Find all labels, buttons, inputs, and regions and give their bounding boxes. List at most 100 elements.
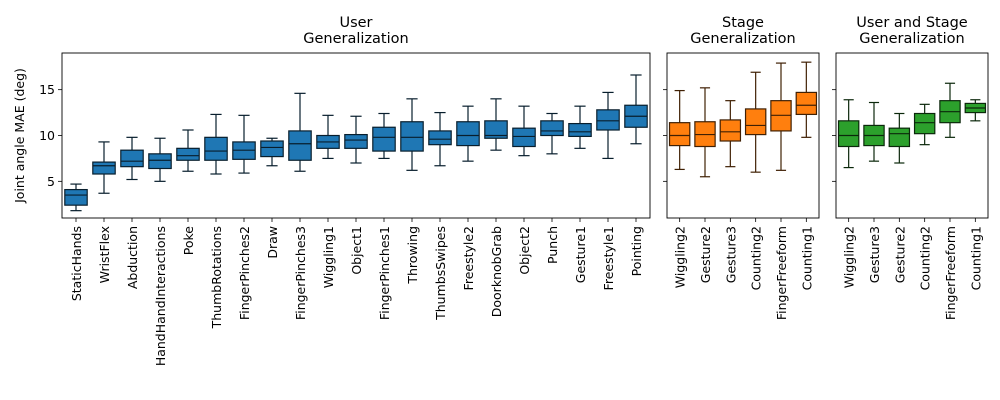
box-Gesture1 xyxy=(568,105,592,149)
iqr-box xyxy=(568,122,592,138)
x-tick-label: Gesture3 xyxy=(867,226,882,283)
x-tick-label: Gesture3 xyxy=(723,226,738,283)
panel-title-line: Stage xyxy=(722,15,764,31)
box-Counting1 xyxy=(795,61,818,138)
iqr-box xyxy=(484,120,508,139)
box-Object2 xyxy=(512,105,536,157)
box-Gesture3 xyxy=(863,101,885,162)
x-tick-label: Gesture2 xyxy=(698,226,713,283)
panel-title-line: Generalization xyxy=(690,31,795,47)
box-Gesture3 xyxy=(719,100,742,168)
x-tick-label: Wiggling1 xyxy=(321,226,336,288)
x-tick-label: Abduction xyxy=(125,226,140,289)
iqr-box xyxy=(596,109,620,131)
box-Punch xyxy=(540,112,564,155)
panel-title-line: User and Stage xyxy=(856,15,968,31)
iqr-box xyxy=(288,130,312,161)
x-tick-label: ThumbRotations xyxy=(209,226,224,329)
box-Wiggling2 xyxy=(837,99,860,169)
x-tick-label: Freestyle1 xyxy=(601,226,616,290)
x-tick-label: Counting1 xyxy=(799,226,814,290)
box-ThumbsSwipes xyxy=(428,111,452,167)
iqr-box xyxy=(719,119,742,142)
iqr-box xyxy=(260,140,284,158)
box-WristFlex xyxy=(92,141,116,194)
x-tick-label: Punch xyxy=(545,226,560,264)
box-FingerPinches2 xyxy=(232,114,256,174)
y-tick-label: 15 xyxy=(39,82,55,97)
iqr-box xyxy=(92,161,116,175)
x-tick-label: FingerPinches1 xyxy=(377,226,392,320)
iqr-box xyxy=(428,130,452,146)
iqr-box xyxy=(176,147,200,161)
x-tick-label: Counting2 xyxy=(918,226,933,290)
box-Wiggling2 xyxy=(668,89,691,171)
iqr-box xyxy=(344,133,368,149)
iqr-box xyxy=(400,121,424,152)
x-tick-label: Wiggling2 xyxy=(842,226,857,288)
x-tick-label: Draw xyxy=(265,226,280,259)
iqr-box xyxy=(372,126,396,152)
box-Freestyle1 xyxy=(596,91,620,160)
box-Poke xyxy=(176,129,200,172)
iqr-box xyxy=(744,108,767,136)
x-tick-label: Poke xyxy=(181,226,196,256)
box-Gesture2 xyxy=(694,87,716,178)
y-tick-label: 5 xyxy=(47,174,55,189)
iqr-box xyxy=(148,153,172,170)
x-tick-label: FingerPinches3 xyxy=(293,226,308,320)
x-tick-label: Object2 xyxy=(517,226,532,275)
box-Wiggling1 xyxy=(316,114,340,160)
y-tick-label: 10 xyxy=(39,128,55,143)
y-axis-label: Joint angle MAE (deg) xyxy=(12,68,27,204)
box-HandHandInteractions xyxy=(148,137,172,182)
x-tick-label: Freestyle2 xyxy=(461,226,476,290)
iqr-box xyxy=(837,120,860,148)
box-Counting2 xyxy=(744,71,767,173)
x-tick-label: Throwing xyxy=(405,226,420,285)
box-FingerPinches3 xyxy=(288,92,312,172)
box-Gesture2 xyxy=(888,112,911,164)
x-tick-label: Object1 xyxy=(349,226,364,275)
box-StaticHands xyxy=(64,183,88,212)
box-Pointing xyxy=(624,74,648,145)
box-DoorknobGrab xyxy=(484,98,508,151)
x-tick-label: HandHandInteractions xyxy=(153,226,168,366)
box-Counting2 xyxy=(913,103,936,146)
iqr-box xyxy=(512,127,536,148)
box-Abduction xyxy=(120,136,144,181)
iqr-box xyxy=(888,127,911,148)
box-FingerPinches1 xyxy=(372,112,396,160)
x-tick-label: DoorknobGrab xyxy=(489,226,504,317)
panel-title-line: User xyxy=(339,15,372,31)
x-tick-label: StaticHands xyxy=(69,226,84,301)
x-tick-label: Wiggling2 xyxy=(673,226,688,288)
x-tick-label: WristFlex xyxy=(97,226,112,283)
iqr-box xyxy=(795,91,818,116)
iqr-box xyxy=(64,188,88,206)
box-FingerFreeform xyxy=(939,82,961,138)
iqr-box xyxy=(668,122,691,147)
x-tick-label: Counting2 xyxy=(749,226,764,290)
box-Draw xyxy=(260,137,284,167)
box-ThumbRotations xyxy=(204,113,228,175)
x-tick-label: ThumbsSwipes xyxy=(433,226,448,321)
x-tick-label: Gesture2 xyxy=(892,226,907,283)
iqr-box xyxy=(540,120,564,137)
iqr-box xyxy=(120,149,144,168)
x-tick-label: FingerFreeform xyxy=(774,226,789,320)
iqr-box xyxy=(204,136,228,161)
x-tick-label: Gesture1 xyxy=(573,226,588,283)
x-tick-label: FingerFreeform xyxy=(943,226,958,320)
box-Freestyle2 xyxy=(456,105,480,162)
box-Object1 xyxy=(344,115,368,164)
box-FingerFreeform xyxy=(770,62,792,171)
box-Throwing xyxy=(400,98,424,171)
x-tick-label: Counting1 xyxy=(968,226,983,290)
iqr-box xyxy=(913,112,936,135)
x-tick-label: FingerPinches2 xyxy=(237,226,252,320)
